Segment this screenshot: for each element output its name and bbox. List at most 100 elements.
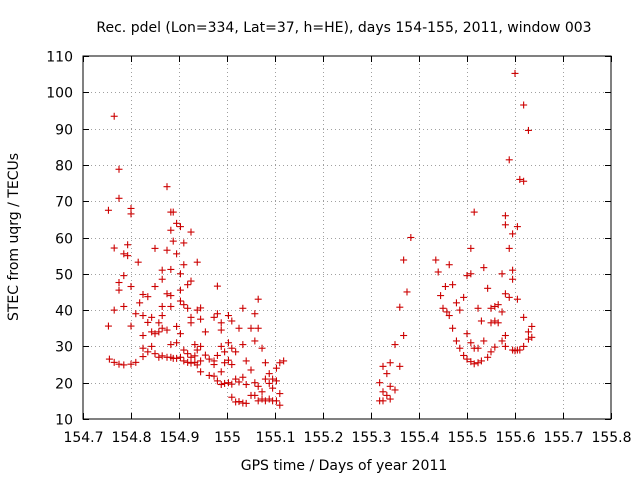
data-point: [520, 177, 528, 185]
data-point: [445, 261, 453, 269]
data-point: [167, 302, 175, 310]
data-point: [176, 286, 184, 294]
data-point: [193, 258, 201, 266]
data-point: [158, 302, 166, 310]
data-point: [224, 312, 232, 320]
data-point: [265, 370, 273, 378]
data-point: [501, 342, 509, 350]
data-point: [400, 256, 408, 264]
data-point: [120, 250, 128, 258]
data-point: [217, 342, 225, 350]
data-point: [474, 344, 482, 352]
data-point: [511, 69, 519, 77]
y-tick-label: 20: [55, 377, 73, 393]
data-point: [254, 295, 262, 303]
data-point: [254, 324, 262, 332]
data-point: [235, 378, 243, 386]
data-point: [242, 399, 250, 407]
data-point: [439, 304, 447, 312]
data-point: [491, 343, 499, 351]
data-point: [467, 339, 475, 347]
x-tick-label: 154.9: [159, 430, 199, 446]
data-point: [463, 272, 471, 280]
data-point: [235, 398, 243, 406]
data-point: [213, 351, 221, 359]
data-point: [501, 221, 509, 229]
data-point: [449, 281, 457, 289]
data-point: [239, 373, 247, 381]
data-point: [484, 353, 492, 361]
data-point: [139, 332, 147, 340]
data-point: [132, 358, 140, 366]
data-point: [180, 239, 188, 247]
data-point: [432, 256, 440, 264]
data-point: [501, 332, 509, 340]
data-point: [148, 328, 156, 336]
data-point: [151, 350, 159, 358]
data-point: [139, 312, 147, 320]
y-tick-label: 80: [55, 159, 73, 175]
data-point: [120, 302, 128, 310]
data-point: [176, 353, 184, 361]
plot-frame: [82, 55, 612, 420]
data-point: [487, 348, 495, 356]
data-point: [104, 322, 112, 330]
data-point: [163, 183, 171, 191]
data-point: [524, 126, 532, 134]
data-point: [180, 301, 188, 309]
data-point: [163, 246, 171, 254]
data-point: [391, 386, 399, 394]
data-point: [224, 356, 232, 364]
data-point: [261, 375, 269, 383]
data-point: [242, 357, 250, 365]
data-point: [176, 297, 184, 305]
data-point: [386, 359, 394, 367]
data-point: [144, 318, 152, 326]
data-point: [265, 379, 273, 387]
data-point: [501, 290, 509, 298]
data-point: [434, 268, 442, 276]
data-point: [484, 284, 492, 292]
data-point: [217, 368, 225, 376]
data-point: [213, 310, 221, 318]
data-point: [376, 379, 384, 387]
data-point: [400, 332, 408, 340]
data-point: [191, 352, 199, 360]
data-point: [498, 308, 506, 316]
data-point: [505, 293, 513, 301]
data-point: [163, 326, 171, 334]
data-point: [452, 337, 460, 345]
data-point: [132, 310, 140, 318]
data-point: [407, 234, 415, 241]
data-point: [144, 293, 152, 301]
data-point: [524, 328, 532, 336]
data-point: [474, 359, 482, 367]
data-point: [520, 342, 528, 350]
data-point: [383, 370, 391, 378]
data-point: [516, 175, 524, 183]
data-point: [232, 348, 240, 356]
x-tick-label: 155.3: [351, 430, 391, 446]
data-point: [272, 397, 280, 405]
data-point: [467, 244, 475, 252]
data-point: [139, 290, 147, 298]
data-point: [105, 355, 113, 363]
data-point: [201, 328, 209, 336]
data-point: [247, 366, 255, 374]
data-point: [167, 265, 175, 273]
data-point: [151, 244, 159, 252]
data-point: [477, 317, 485, 325]
data-point: [127, 283, 135, 291]
data-point: [197, 315, 205, 323]
data-point: [513, 295, 521, 303]
x-tick-label: 155.2: [303, 430, 343, 446]
data-point: [158, 275, 166, 283]
data-point: [167, 292, 175, 300]
data-point: [210, 313, 218, 321]
data-point: [139, 353, 147, 361]
data-point: [115, 194, 123, 202]
data-point: [180, 261, 188, 269]
x-tick-label: 155.5: [447, 430, 487, 446]
data-point: [258, 344, 266, 352]
